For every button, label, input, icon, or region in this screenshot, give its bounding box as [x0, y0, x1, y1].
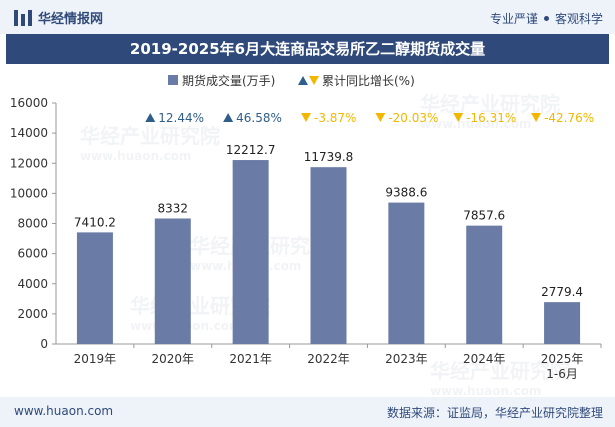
- growth-label: 12.44%: [158, 111, 204, 125]
- x-tick-label: 2021年: [229, 352, 272, 366]
- growth-down-triangle-icon: [531, 113, 542, 122]
- bar: [232, 160, 269, 344]
- legend-down-triangle-icon: [309, 75, 319, 85]
- bar-value-label: 8332: [158, 201, 189, 215]
- bar-value-label: 7857.6: [463, 209, 505, 223]
- x-tick-label: 2020年: [152, 352, 195, 366]
- bar-value-label: 9388.6: [385, 186, 427, 200]
- bar-value-label: 11739.8: [304, 150, 354, 164]
- y-tick-label: 0: [40, 337, 48, 351]
- y-tick-label: 16000: [10, 96, 48, 110]
- legend-up-triangle-icon: [298, 75, 308, 85]
- tagline: 专业严谨 客观科学: [490, 10, 603, 27]
- tagline-a: 专业严谨: [489, 12, 538, 26]
- bar: [76, 232, 113, 344]
- x-tick-label: 2024年: [463, 352, 506, 366]
- growth-label: -3.87%: [314, 111, 356, 125]
- bar: [466, 225, 503, 344]
- y-tick-label: 6000: [17, 247, 48, 261]
- legend-item-volume: 期货成交量(万手): [168, 71, 275, 89]
- growth-label: 46.58%: [236, 111, 282, 125]
- y-tick-label: 4000: [17, 277, 48, 291]
- bar: [544, 302, 581, 344]
- footer-website: www.huaon.com: [14, 404, 114, 418]
- y-tick-label: 8000: [17, 217, 48, 231]
- footer-source: 数据来源：证监局，华经产业研究院整理: [386, 406, 603, 420]
- bar: [310, 167, 347, 344]
- brand-name: 华经情报网: [38, 12, 104, 27]
- bar: [154, 218, 191, 344]
- bar-chart: 0 2000 4000 6000 8000 10000 12000 14000 16000 741…: [10, 96, 602, 381]
- growth-down-triangle-icon: [301, 113, 311, 122]
- legend: 期货成交量(万手) 累计同比增长(%): [0, 71, 615, 89]
- growth-label: -20.03%: [388, 111, 438, 125]
- bar: [388, 202, 425, 344]
- growth-down-triangle-icon: [375, 113, 386, 122]
- bar-value-label: 2779.4: [541, 285, 583, 299]
- title-band: 2019-2025年6月大连商品交易所乙二醇期货成交量: [6, 34, 609, 64]
- bar-value-label: 12212.7: [226, 143, 276, 157]
- x-tick-label: 2023年: [385, 352, 428, 366]
- legend-label-volume: 期货成交量(万手): [182, 73, 276, 88]
- header-bar: 华经情报网 专业严谨 客观科学: [0, 0, 615, 34]
- legend-item-growth: 累计同比增长(%): [298, 71, 415, 89]
- chart-title: 2019-2025年6月大连商品交易所乙二醇期货成交量: [129, 40, 486, 58]
- legend-swatch-bar-icon: [168, 75, 178, 85]
- brand-logo-icon: [14, 10, 32, 26]
- legend-label-growth: 累计同比增长(%): [322, 73, 415, 88]
- y-tick-label: 14000: [10, 126, 48, 140]
- y-tick-label: 10000: [10, 186, 48, 200]
- tagline-b: 客观科学: [554, 12, 603, 26]
- x-tick-label: 2025年: [541, 352, 584, 366]
- growth-label: -16.31%: [466, 111, 516, 125]
- growth-down-triangle-icon: [453, 113, 464, 122]
- x-tick-label: 2019年: [74, 352, 117, 366]
- x-tick-label: 2022年: [307, 352, 350, 366]
- y-tick-label: 2000: [17, 307, 48, 321]
- tagline-dot-icon: [543, 16, 549, 21]
- y-tick-label: 12000: [10, 156, 48, 170]
- bar-value-label: 7410.2: [74, 215, 116, 229]
- growth-up-triangle-icon: [223, 113, 234, 122]
- growth-label: -42.76%: [544, 111, 594, 125]
- footer-bar: www.huaon.com 数据来源：证监局，华经产业研究院整理: [0, 397, 615, 427]
- x-tick-label: 1-6月: [546, 367, 578, 381]
- growth-up-triangle-icon: [145, 113, 156, 122]
